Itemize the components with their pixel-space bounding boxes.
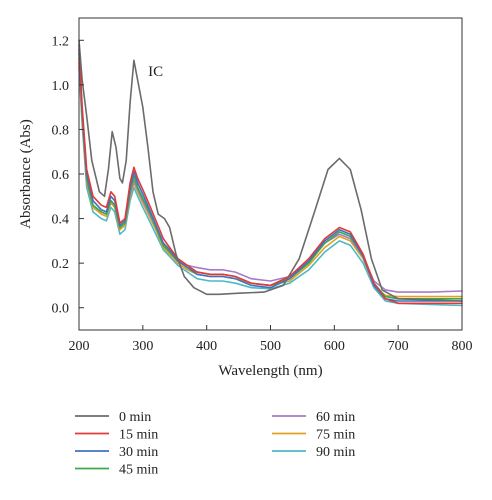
- legend-label-4: 60 min: [316, 410, 355, 425]
- series-line-0-min: [78, 39, 463, 302]
- legend: 0 min 15 min 30 min 45 min 60 min 75 min 90 mi…: [75, 410, 355, 478]
- legend-label-6: 90 min: [316, 445, 355, 460]
- y-axis-title: Absorbance (Abs): [18, 119, 34, 229]
- y-tick-label-0: 0.0: [52, 302, 70, 317]
- series-line-90-min: [78, 66, 463, 307]
- legend-label-0: 0 min: [119, 410, 151, 425]
- axes: 200 300 400 500 600 700 800 0.0 0.2 0.4 0.6 0.8 1.0 1…: [52, 34, 473, 354]
- y-tick-label-3: 0.6: [52, 168, 70, 183]
- y-tick-label-5: 1.0: [52, 79, 70, 94]
- legend-label-3: 45 min: [119, 463, 158, 478]
- x-tick-label-3: 500: [260, 339, 281, 354]
- y-tick-label-1: 0.2: [52, 257, 70, 272]
- x-axis-title: Wavelength (nm): [218, 363, 322, 379]
- y-tick-label-2: 0.4: [52, 213, 70, 228]
- x-tick-label-6: 800: [452, 339, 473, 354]
- x-tick-label-2: 400: [196, 339, 217, 354]
- legend-label-1: 15 min: [119, 428, 158, 443]
- x-tick-label-4: 600: [324, 339, 345, 354]
- x-tick-label-5: 700: [388, 339, 409, 354]
- y-tick-label-4: 0.8: [52, 123, 70, 138]
- legend-label-2: 30 min: [119, 445, 158, 460]
- x-tick-label-1: 300: [132, 339, 153, 354]
- y-tick-label-6: 1.2: [52, 34, 70, 49]
- plot-lines: [78, 39, 463, 307]
- x-tick-label-0: 200: [69, 339, 90, 354]
- annotation-ic: IC: [148, 64, 163, 80]
- legend-label-5: 75 min: [316, 428, 355, 443]
